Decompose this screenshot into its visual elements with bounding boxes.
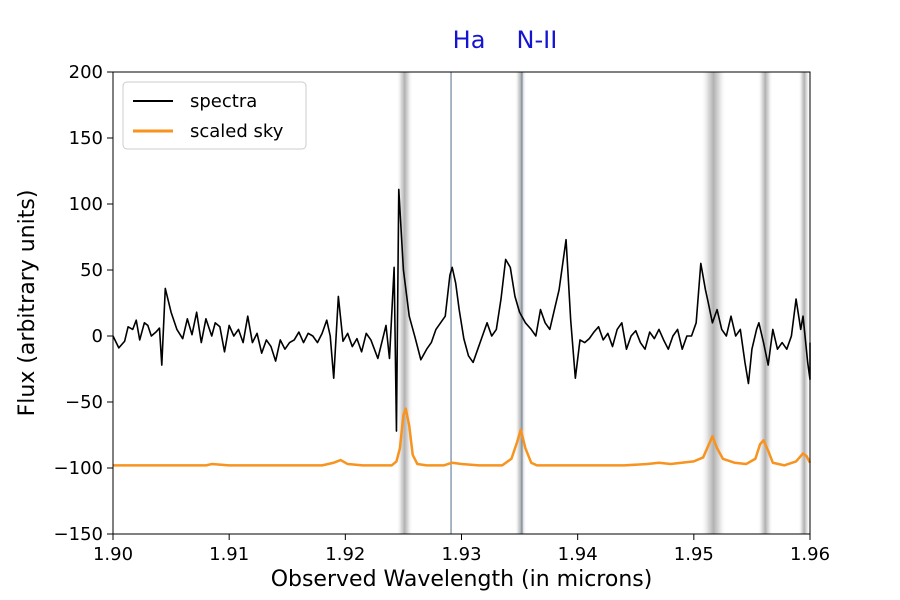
marker-label-0: Ha	[453, 26, 486, 54]
y-tick-label-1: 150	[69, 128, 103, 149]
x-axis-ticks: 1.90 1.91 1.92 1.93 1.94 1.95 1.96	[93, 534, 830, 565]
x-tick-label-5: 1.95	[674, 544, 714, 565]
y-tick-label-5: −50	[65, 392, 103, 413]
y-tick-label-7: −150	[54, 524, 103, 545]
x-tick-label-4: 1.94	[558, 544, 598, 565]
emission-line-labels: Ha N-II	[453, 26, 558, 54]
y-tick-label-4: 0	[92, 326, 103, 347]
x-tick-label-2: 1.92	[325, 544, 365, 565]
sky-band-0	[396, 72, 413, 534]
sky-band-1	[514, 72, 527, 534]
x-tick-label-3: 1.93	[441, 544, 481, 565]
sky-bands	[396, 72, 810, 534]
sky-band-4	[798, 72, 810, 534]
sky-band-3	[757, 72, 773, 534]
legend: spectra scaled sky	[122, 81, 307, 150]
x-tick-label-1: 1.91	[209, 544, 249, 565]
legend-label-spectra: spectra	[190, 91, 257, 112]
marker-label-1: N-II	[517, 26, 558, 54]
series-line-0	[112, 188, 811, 432]
y-tick-label-0: 200	[69, 62, 103, 83]
series-line-1	[113, 407, 812, 467]
x-tick-label-0: 1.90	[93, 544, 133, 565]
y-tick-label-6: −100	[54, 458, 103, 479]
y-tick-label-2: 100	[69, 194, 103, 215]
legend-label-scaled-sky: scaled sky	[190, 121, 284, 142]
sky-band-2	[700, 72, 727, 534]
x-axis-label: Observed Wavelength (in microns)	[271, 567, 653, 592]
x-tick-label-6: 1.96	[790, 544, 830, 565]
y-tick-label-3: 50	[80, 260, 103, 281]
plot-series	[112, 188, 812, 467]
emission-line-markers	[450, 72, 523, 534]
y-axis-ticks: 200 150 100 50 0 −50 −100 −150	[54, 62, 113, 545]
y-axis-label: Flux (arbitrary units)	[15, 190, 40, 417]
